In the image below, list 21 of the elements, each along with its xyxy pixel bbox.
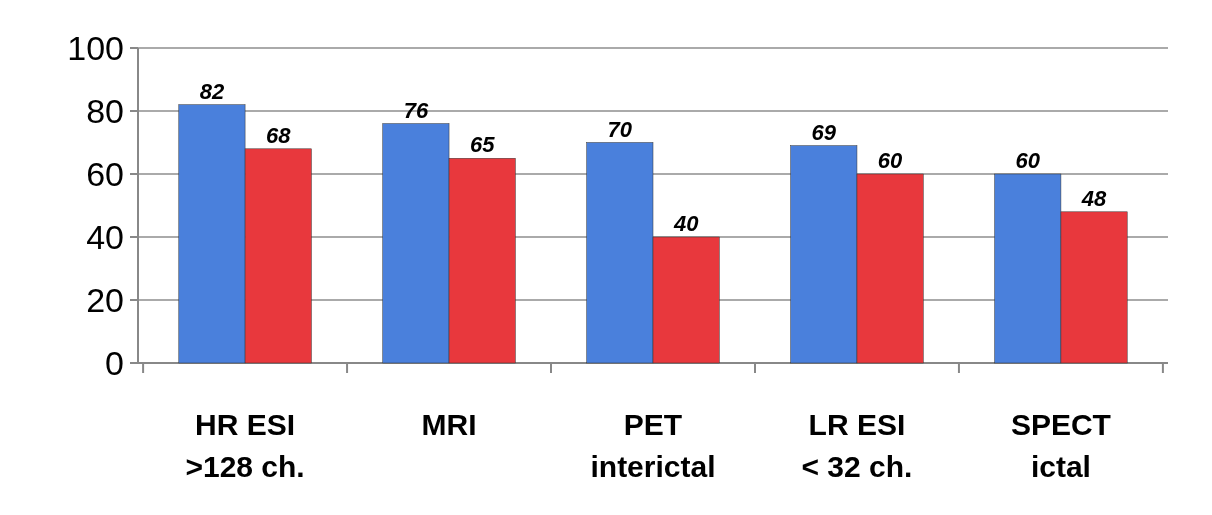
data-label: 69 [811, 119, 837, 145]
y-tick-label: 80 [86, 91, 124, 130]
y-tick-label: 20 [86, 280, 124, 319]
data-label: 68 [265, 122, 292, 148]
data-label: 48 [1080, 185, 1108, 211]
data-label: 82 [199, 78, 225, 104]
data-label: 70 [607, 116, 633, 142]
data-label: 76 [403, 97, 429, 123]
x-tick-label: LR ESI < 32 ch. [801, 408, 913, 483]
data-label: 60 [877, 148, 904, 173]
x-tick-label: MRI [421, 408, 477, 441]
y-tick-label: 0 [105, 343, 124, 382]
x-tick-label: HR ESI >128 ch. [185, 408, 305, 483]
y-tick-label: 60 [86, 154, 124, 193]
data-label: 40 [672, 211, 700, 236]
x-tick-label: SPECT ictal [1010, 408, 1111, 483]
y-tick-label: 100 [67, 28, 124, 67]
data-label: 65 [469, 132, 496, 158]
x-tick-label: PET interictal [590, 408, 716, 483]
data-label: 60 [1015, 148, 1041, 173]
y-tick-label: 40 [86, 217, 124, 256]
